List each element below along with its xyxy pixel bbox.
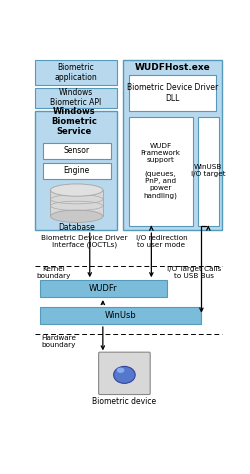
Bar bbox=[35, 88, 117, 108]
Text: Sensor: Sensor bbox=[63, 146, 89, 155]
Text: I/O redirection
to user mode: I/O redirection to user mode bbox=[135, 235, 186, 248]
Ellipse shape bbox=[50, 184, 102, 196]
Ellipse shape bbox=[50, 210, 102, 222]
Bar bbox=[128, 117, 192, 226]
Text: I/O Target Calls
to USB Bus: I/O Target Calls to USB Bus bbox=[166, 266, 220, 279]
Text: Windows
Biometric API: Windows Biometric API bbox=[50, 88, 101, 108]
Text: Biometric Device Driver
DLL: Biometric Device Driver DLL bbox=[126, 83, 217, 103]
Text: Database: Database bbox=[58, 223, 95, 232]
Text: WinUsb: WinUsb bbox=[104, 311, 136, 320]
Text: Biometric device: Biometric device bbox=[92, 397, 156, 406]
Text: Hardware
boundary: Hardware boundary bbox=[41, 335, 76, 348]
Text: WUDFr: WUDFr bbox=[88, 284, 117, 293]
Bar bbox=[40, 307, 200, 324]
Text: WinUSB
I/O target: WinUSB I/O target bbox=[190, 164, 225, 177]
Bar bbox=[40, 280, 166, 297]
Bar bbox=[42, 163, 110, 179]
Bar bbox=[35, 111, 117, 230]
Text: WUDF
Framework
support

(queues,
PnP, and
power
handling): WUDF Framework support (queues, PnP, and… bbox=[140, 143, 180, 199]
Text: Kernel
boundary: Kernel boundary bbox=[36, 266, 70, 279]
Text: Windows
Biometric
Service: Windows Biometric Service bbox=[51, 107, 97, 137]
Bar bbox=[122, 60, 221, 230]
Bar bbox=[50, 190, 102, 216]
Text: Biometric
application: Biometric application bbox=[54, 63, 97, 82]
Bar bbox=[42, 143, 110, 158]
Bar bbox=[197, 117, 218, 226]
Text: WUDFHost.exe: WUDFHost.exe bbox=[134, 63, 209, 72]
Ellipse shape bbox=[113, 366, 135, 383]
Text: Engine: Engine bbox=[63, 166, 90, 175]
Text: Biometric Device Driver
Interface (IOCTLs): Biometric Device Driver Interface (IOCTL… bbox=[41, 235, 127, 248]
Ellipse shape bbox=[116, 367, 124, 373]
Bar bbox=[128, 75, 215, 111]
FancyBboxPatch shape bbox=[98, 352, 150, 394]
Bar bbox=[35, 60, 117, 84]
